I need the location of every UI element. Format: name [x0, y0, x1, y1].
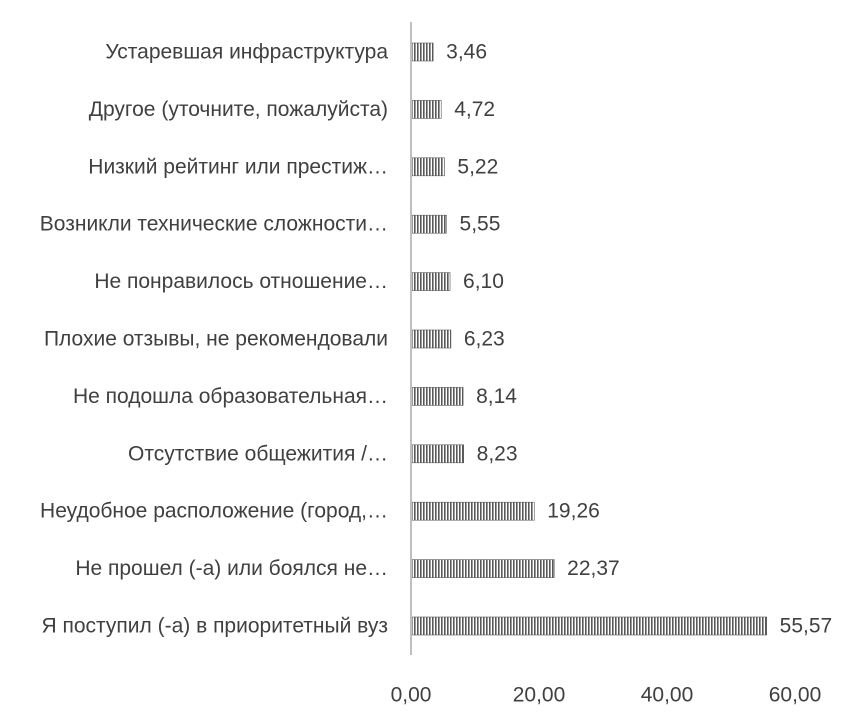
x-tick-label: 0,00	[391, 684, 432, 707]
bar	[410, 501, 535, 521]
data-label: 5,55	[460, 213, 501, 236]
x-tick-label: 40,00	[641, 684, 694, 707]
category-label: Не подошла образовательная…	[73, 385, 388, 408]
bar	[410, 329, 452, 349]
bar	[410, 100, 442, 119]
category-label: Неудобное расположение (город,…	[40, 500, 388, 523]
data-label: 55,57	[780, 615, 833, 638]
data-label: 6,23	[464, 328, 505, 351]
value-labels: 55,57 22,37 19,26 8,23 8,14 6,23 6,10 5,55 5,22 4…	[446, 41, 832, 638]
data-label: 8,23	[477, 442, 518, 465]
data-label: 6,10	[463, 270, 504, 293]
bar	[410, 272, 451, 291]
data-label: 5,22	[457, 155, 498, 178]
category-labels: Я поступил (-а) в приоритетный вуз Не про…	[40, 41, 389, 638]
data-label: 22,37	[567, 557, 620, 580]
category-label: Низкий рейтинг или престиж…	[88, 155, 388, 178]
category-label: Другое (уточните, пожалуйста)	[89, 98, 388, 121]
bar	[410, 616, 767, 636]
category-label: Отсутствие общежития /…	[128, 442, 388, 465]
data-label: 19,26	[547, 500, 600, 523]
data-label: 8,14	[476, 385, 517, 408]
category-label: Плохие отзывы, не рекомендовали	[44, 328, 388, 351]
bar	[410, 387, 464, 406]
bar	[410, 559, 555, 578]
category-label: Устаревшая инфраструктура	[105, 41, 388, 64]
category-label: Не понравилось отношение…	[94, 270, 388, 293]
data-label: 3,46	[446, 41, 487, 64]
bar	[410, 214, 447, 234]
category-label: Возникли технические сложности…	[40, 213, 388, 236]
x-tick-label: 60,00	[769, 684, 822, 707]
category-label: Не прошел (-а) или боялся не…	[75, 557, 388, 580]
x-tick-label: 20,00	[513, 684, 566, 707]
bar	[410, 157, 445, 177]
bar	[410, 444, 464, 464]
x-axis-tick-labels: 0,00 20,00 40,00 60,00	[391, 684, 822, 707]
data-label: 4,72	[454, 98, 495, 121]
category-label: Я поступил (-а) в приоритетный вуз	[41, 615, 388, 638]
bar	[410, 42, 434, 62]
